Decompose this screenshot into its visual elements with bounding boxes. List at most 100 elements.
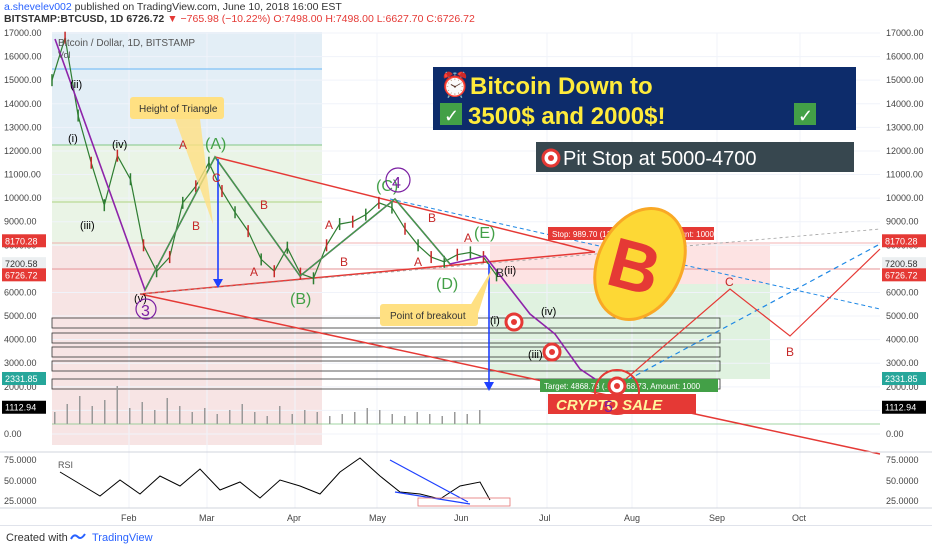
- rsi-tick-label: 50.0000: [886, 476, 919, 486]
- price-change: −765.98 (−10.22%): [180, 13, 271, 25]
- rsi-tick-label: 25.0000: [4, 496, 37, 506]
- y-tick-label: 14000.00: [886, 99, 924, 109]
- y-tick-label: 10000.00: [886, 193, 924, 203]
- rsi-line: [59, 457, 491, 501]
- channel-lower: [139, 293, 881, 455]
- arrow-head-icon: [484, 382, 494, 391]
- check-icon: [440, 103, 462, 125]
- y-tick-label: 14000.00: [4, 99, 42, 109]
- chart-title: Bitcoin / Dollar, 1D, BITSTAMP: [58, 38, 195, 49]
- x-tick-label: Sep: [709, 513, 725, 523]
- arrow-head-icon: [213, 279, 223, 288]
- volume-bar: [154, 410, 156, 424]
- volume-bar: [316, 412, 318, 424]
- y-tick-label: 13000.00: [886, 122, 924, 132]
- wave-label: (E): [474, 225, 495, 242]
- wave-label: (i): [490, 315, 500, 327]
- y-tick-label: 16000.00: [4, 52, 42, 62]
- stop-amount: amount: 1000: [665, 230, 714, 239]
- wave-label: A: [250, 265, 258, 279]
- volume-bar: [241, 404, 243, 424]
- ohlc-open: O:7498.00: [273, 13, 323, 25]
- volume-bar: [179, 406, 181, 424]
- wave-label: B: [192, 219, 200, 233]
- volume-bar: [391, 414, 393, 424]
- right-price-badge-box: [882, 268, 926, 282]
- wave-label: (D): [436, 276, 458, 293]
- left-price-badge: 8170.28: [5, 236, 38, 246]
- wave-label: B: [786, 345, 794, 359]
- volume-bar: [79, 396, 81, 424]
- volume-bars: [54, 386, 481, 424]
- blue-dashed-lower: [619, 243, 881, 385]
- last-price: 6726.72: [126, 13, 165, 25]
- volume-bar: [466, 414, 468, 424]
- y-tick-label: 6000.00: [4, 287, 37, 297]
- x-tick-label: Feb: [121, 513, 137, 523]
- y-tick-label: 3000.00: [4, 358, 37, 368]
- x-tick-label: Jul: [539, 513, 551, 523]
- height-label: Height of Triangle: [139, 104, 218, 115]
- y-tick-label: 2000.00: [4, 382, 37, 392]
- triangle-top: [214, 156, 596, 253]
- volume-bar: [341, 414, 343, 424]
- right-price-badge: 2331.85: [885, 374, 918, 384]
- wave-label: A: [464, 231, 472, 245]
- breakout-label: Point of breakout: [390, 311, 466, 322]
- wave-label: B: [260, 198, 268, 212]
- y-tick-label: 6000.00: [886, 287, 919, 297]
- volume-bar: [304, 410, 306, 424]
- left-price-badge: 7200.58: [5, 259, 38, 269]
- breakout-label-box: [380, 304, 478, 326]
- tradingview-link[interactable]: TradingView: [92, 532, 153, 544]
- y-tick-label: 4000.00: [886, 335, 919, 345]
- header-bar: a.shevelev002 published on TradingView.c…: [0, 0, 932, 26]
- y-tick-label: 11000.00: [886, 170, 923, 180]
- bitcoin-logo-icon: B: [593, 207, 687, 321]
- rsi-axis: 75.0000 75.0000 50.0000 50.0000 25.0000 25.00…: [4, 455, 919, 506]
- footer: Created with TradingView: [0, 525, 932, 551]
- volume-bar: [104, 400, 106, 424]
- volume-bar: [229, 410, 231, 424]
- height-label-box: [130, 97, 224, 119]
- y-tick-label: 12000.00: [4, 146, 42, 156]
- volume-bar: [366, 408, 368, 424]
- chart-area[interactable]: 17000.00 16000.00 15000.00 14000.00 13000.00…: [0, 24, 932, 524]
- crypto-sale-text: CRYPTO SALE: [556, 397, 663, 414]
- y-tick-label: 4000.00: [4, 335, 37, 345]
- wave-label: B: [340, 255, 348, 269]
- target-icon: [607, 376, 627, 396]
- author-link[interactable]: a.shevelev002: [4, 1, 72, 13]
- volume-bar: [254, 412, 256, 424]
- x-tick-label: Jun: [454, 513, 469, 523]
- right-price-badge: 7200.58: [885, 259, 918, 269]
- left-price-badge-box: [2, 400, 46, 414]
- down-arrow-icon: ▼: [167, 13, 178, 25]
- pit-stop-box: [536, 142, 854, 172]
- pit-stop-text: Pit Stop at 5000-4700: [563, 148, 756, 170]
- rsi-tick-label: 50.0000: [4, 476, 37, 486]
- y-tick-label: 9000.00: [4, 217, 37, 227]
- support-box-5: [51, 378, 721, 390]
- triangle-upper: [139, 251, 596, 295]
- y-tick-label: 12000.00: [886, 146, 924, 156]
- volume-bar: [66, 404, 68, 424]
- volume-bar: [279, 406, 281, 424]
- symbol-line: BITSTAMP:BTCUSD, 1D 6726.72 ▼ −765.98 (−…: [4, 13, 475, 25]
- wave-label: B: [496, 266, 504, 280]
- wave-number: 4: [392, 175, 401, 192]
- support-box-2: [51, 332, 721, 344]
- volume-bar: [191, 412, 193, 424]
- volume-bar: [416, 412, 418, 424]
- y-tick-label: 10000.00: [4, 193, 42, 203]
- volume-bar: [266, 416, 268, 424]
- y-tick-label: 2000.00: [886, 382, 919, 392]
- wave-label: (B): [290, 291, 311, 308]
- y-tick-label: 5000.00: [4, 311, 37, 321]
- left-price-badge: 2331.85: [5, 374, 38, 384]
- wave-number: 5: [604, 399, 613, 416]
- wave-label: (iii): [528, 349, 543, 361]
- wave-label: C: [725, 275, 734, 289]
- volume-bar: [216, 414, 218, 424]
- volume-bar: [479, 410, 481, 424]
